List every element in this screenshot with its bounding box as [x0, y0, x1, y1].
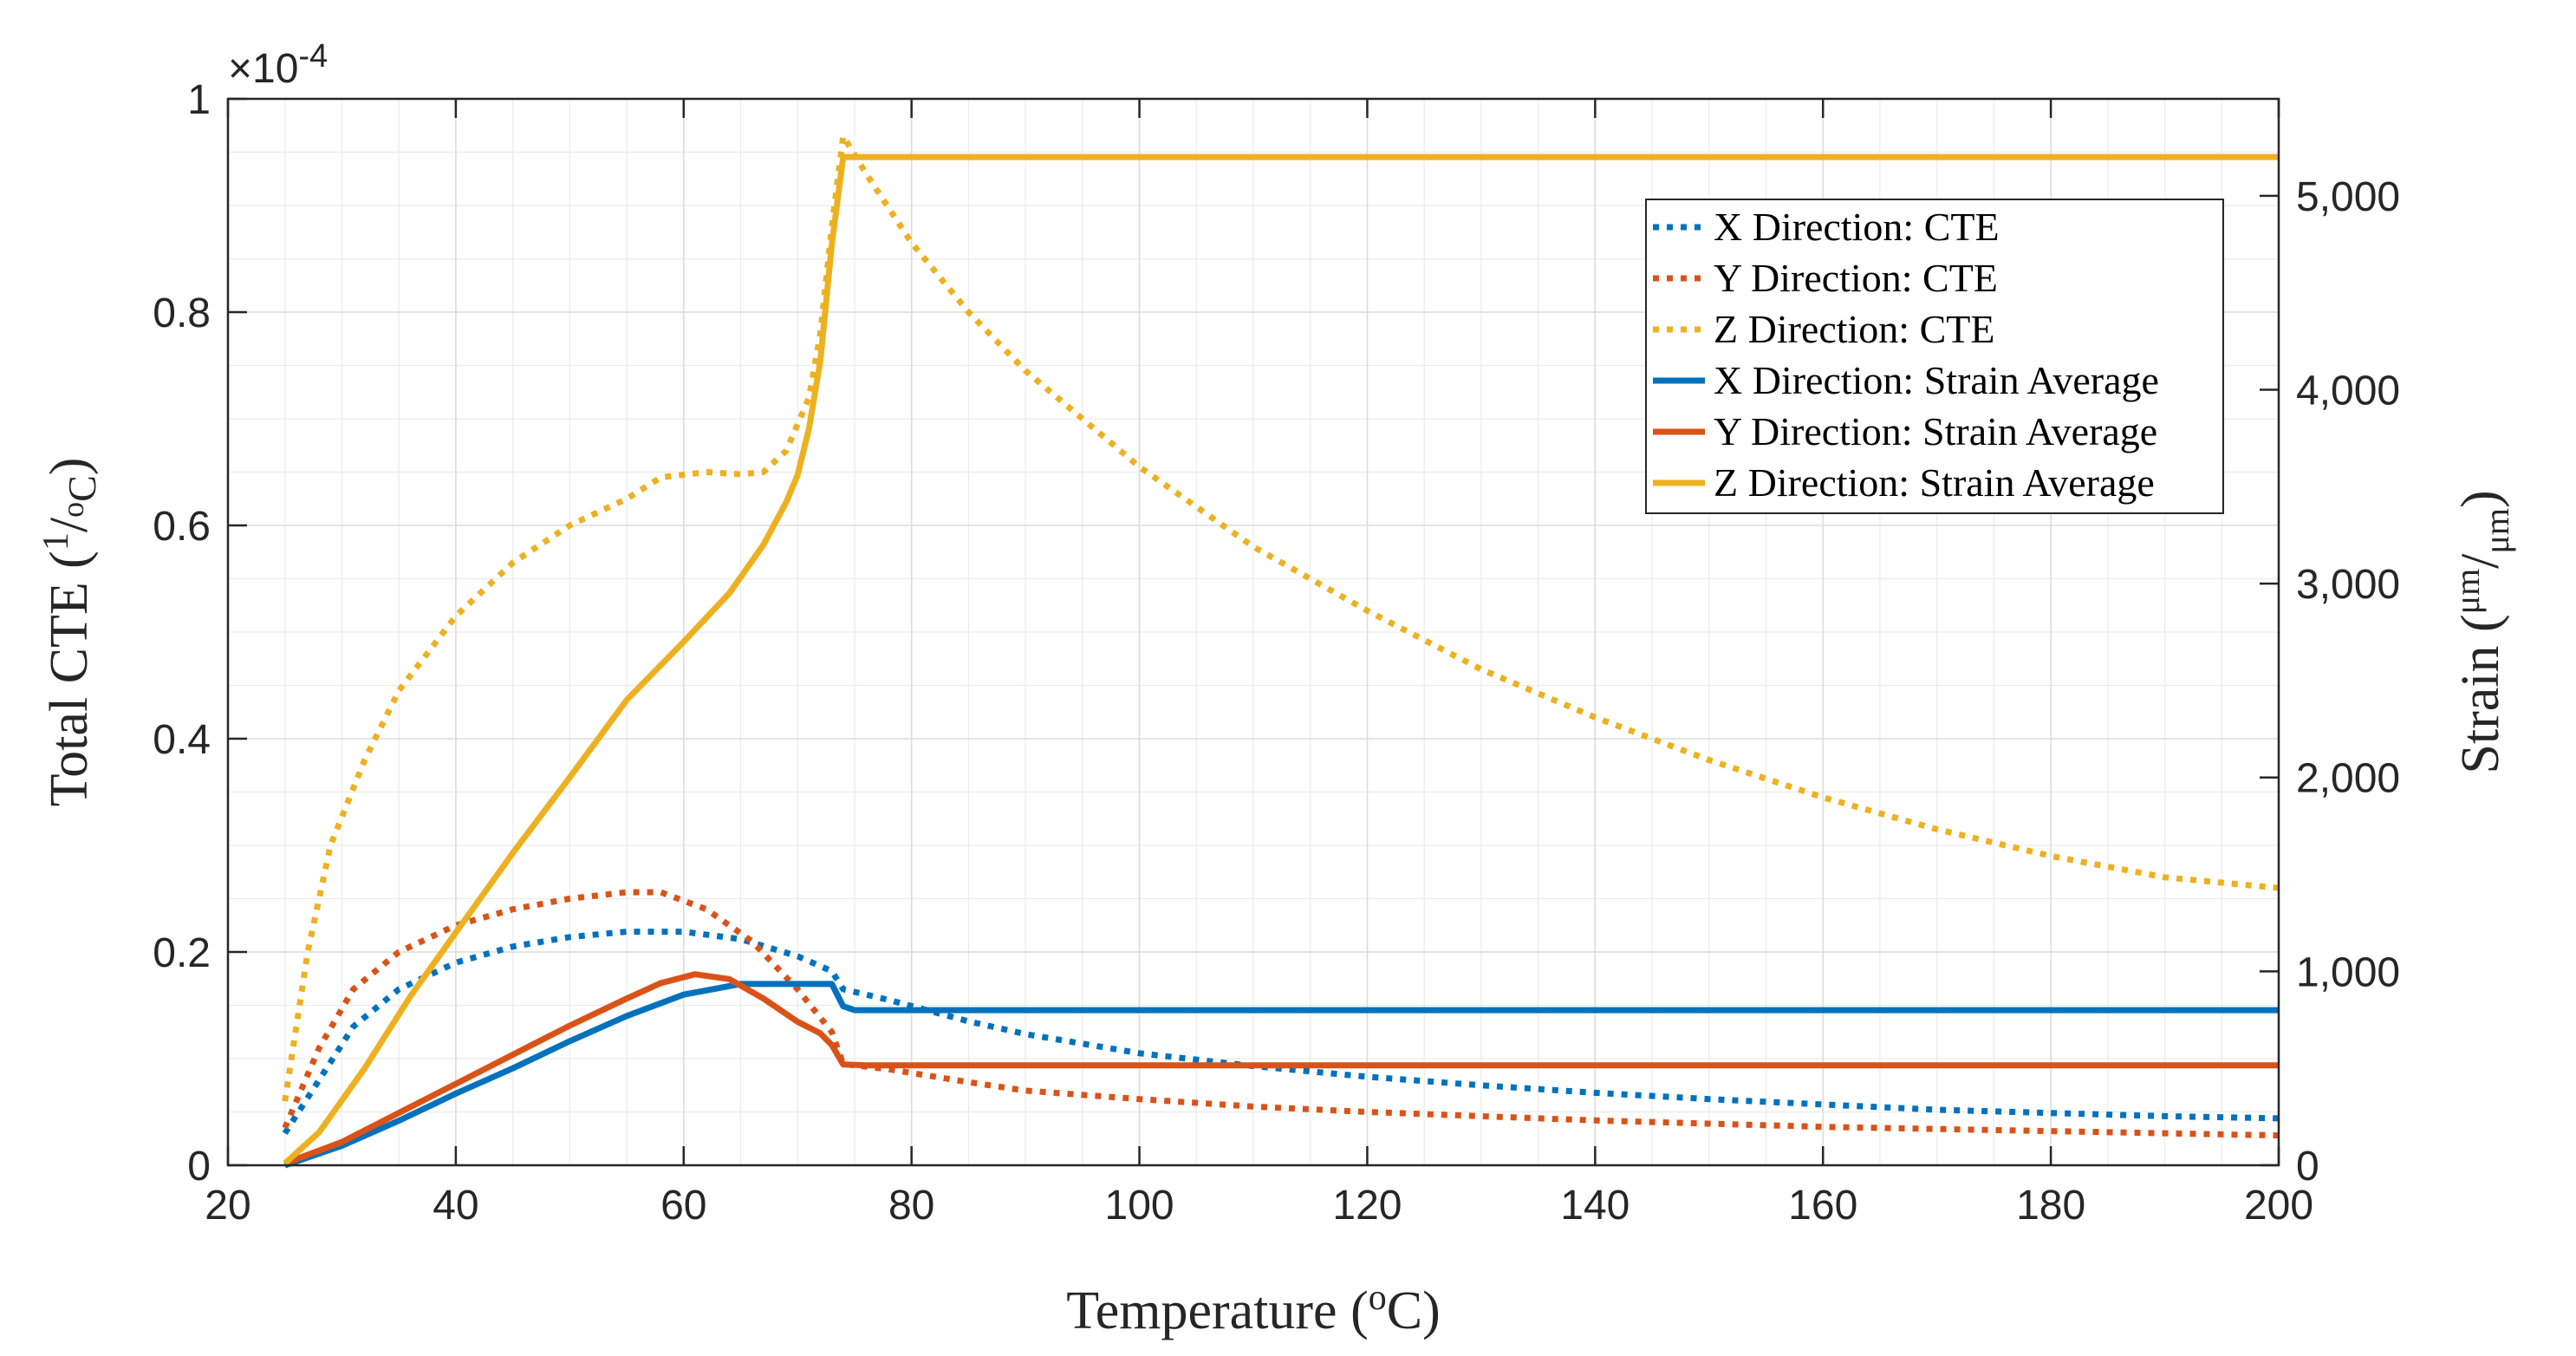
- series-x-direction-strain-average: [283, 981, 2279, 1169]
- legend-label: X Direction: CTE: [1714, 205, 2000, 249]
- y-left-title-paren-close: ): [40, 458, 99, 476]
- series-y-direction-strain-average: [283, 971, 2279, 1167]
- y-right-title-paren-open: (: [2451, 614, 2510, 645]
- y-left-frac-num: 1: [36, 532, 76, 551]
- y-right-title-paren-close: ): [2451, 490, 2510, 508]
- series-z-direction-strain-average: [283, 153, 2279, 1166]
- y-left-frac-den-sup: o: [55, 502, 90, 518]
- x-axis-title-paren-open: (: [1337, 1281, 1369, 1340]
- y-left-exponent: ×10-4: [228, 38, 328, 92]
- y-right-tick-label: 2,000: [2296, 756, 2400, 802]
- y-left-title-paren-open: (: [40, 551, 99, 582]
- y-right-tick-label: 0: [2296, 1144, 2319, 1190]
- y-left-tick-label: 1: [187, 77, 211, 123]
- axis-ticks: [226, 97, 2280, 1167]
- x-tick-label: 140: [1560, 1183, 1630, 1229]
- y-left-tick-label: 0.2: [153, 930, 211, 976]
- y-left-tick-label: 0.6: [153, 504, 211, 550]
- x-axis-unit: C: [1387, 1281, 1422, 1340]
- y-right-title-text: Strain: [2451, 646, 2510, 774]
- y-right-axis-title: Strain (μm/μm): [2448, 490, 2516, 773]
- legend-label: Y Direction: Strain Average: [1714, 409, 2157, 453]
- y-left-tick-label: 0.4: [153, 717, 211, 763]
- y-left-frac-den: C: [60, 475, 104, 502]
- y-left-tick-label: 0: [187, 1144, 211, 1190]
- series-x-direction-cte: [282, 929, 2280, 1135]
- x-tick-label: 20: [205, 1183, 250, 1229]
- axis-tick-labels: 20 40 60 80 100 120 140 160 180 20000.20.40.60.81…: [153, 77, 2400, 1229]
- legend-box: [1645, 199, 2224, 514]
- x-tick-label: 100: [1105, 1183, 1174, 1229]
- y-right-tick-label: 1,000: [2296, 949, 2400, 995]
- plot-series: [282, 133, 2280, 1169]
- legend-label: Z Direction: CTE: [1714, 307, 1994, 351]
- y-left-frac-slash: /: [40, 517, 99, 532]
- x-tick-label: 180: [2016, 1183, 2085, 1229]
- x-axis-unit-degree: o: [1369, 1278, 1387, 1318]
- y-right-frac-num: μm: [2448, 569, 2487, 615]
- x-tick-label: 120: [1332, 1183, 1402, 1229]
- y-left-axis-title: Total CTE (1/oC): [36, 458, 104, 807]
- y-left-exponent-base: ×10: [228, 46, 298, 92]
- legend-label: X Direction: Strain Average: [1714, 358, 2159, 402]
- x-axis-title-paren-close: ): [1422, 1281, 1441, 1340]
- x-tick-label: 80: [888, 1183, 934, 1229]
- x-tick-label: 200: [2244, 1183, 2313, 1229]
- legend-label: Z Direction: Strain Average: [1714, 460, 2155, 505]
- plot-area-frame: [226, 97, 2280, 1167]
- y-left-exponent-power: -4: [298, 38, 328, 75]
- series-z-direction-cte: [282, 133, 2280, 1102]
- x-tick-label: 160: [1788, 1183, 1857, 1229]
- y-right-frac-slash: /: [2451, 553, 2510, 569]
- legend: X Direction: CTE Y Direction: CTE Z Direct…: [1645, 199, 2224, 514]
- y-right-tick-label: 5,000: [2296, 174, 2400, 220]
- x-axis-title-text: Temperature: [1066, 1281, 1337, 1340]
- y-right-tick-label: 4,000: [2296, 368, 2400, 414]
- y-left-title-text: Total CTE: [40, 582, 99, 806]
- y-left-tick-label: 0.8: [153, 290, 211, 336]
- legend-label: Y Direction: CTE: [1714, 256, 1998, 300]
- x-tick-label: 40: [433, 1183, 478, 1229]
- y-right-frac-den: μm: [2477, 508, 2516, 554]
- y-right-tick-label: 3,000: [2296, 562, 2400, 608]
- x-axis-title: Temperature (oC): [1066, 1278, 1441, 1340]
- legend-items: X Direction: CTE Y Direction: CTE Z Direct…: [1653, 205, 2159, 505]
- x-tick-label: 60: [660, 1183, 706, 1229]
